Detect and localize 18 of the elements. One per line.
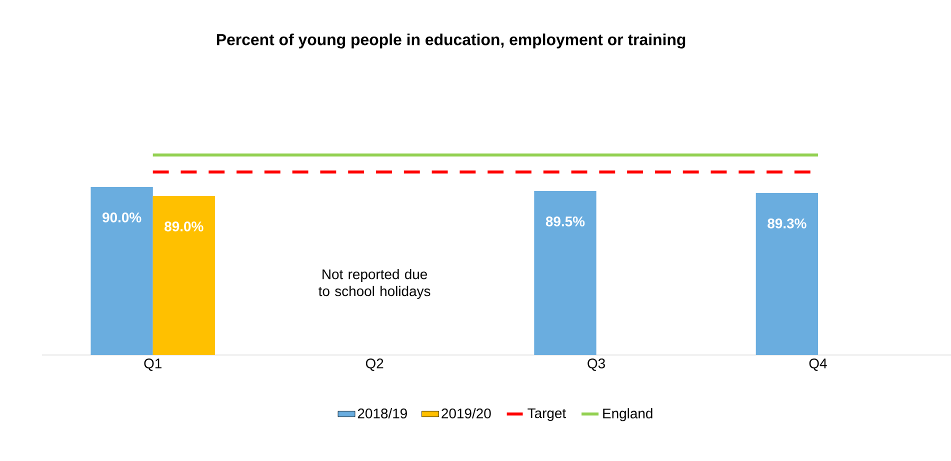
bar: [534, 190, 596, 355]
text: 89.3%: [768, 218, 806, 228]
x-tick-label: Q1: [144, 358, 162, 371]
legend-label: England: [603, 408, 652, 422]
bar: [90, 186, 153, 355]
text: 89.0%: [164, 222, 204, 232]
x-tick-label: Q3: [588, 358, 605, 371]
x-tick-label: Q2: [366, 358, 384, 371]
legend-label: 2018/19: [358, 408, 407, 418]
legend-label: 2019/20: [442, 408, 491, 418]
text: 90.0%: [102, 212, 142, 222]
text: 89.5%: [546, 216, 585, 226]
bar: [152, 196, 215, 355]
legend-label: Target: [528, 408, 566, 421]
annotation: Not reported due to school holidays: [318, 268, 430, 299]
chart-title: Percent of young people in education, employment or training: [216, 34, 686, 48]
x-tick-label: Q4: [809, 358, 827, 371]
bar: [756, 192, 818, 355]
